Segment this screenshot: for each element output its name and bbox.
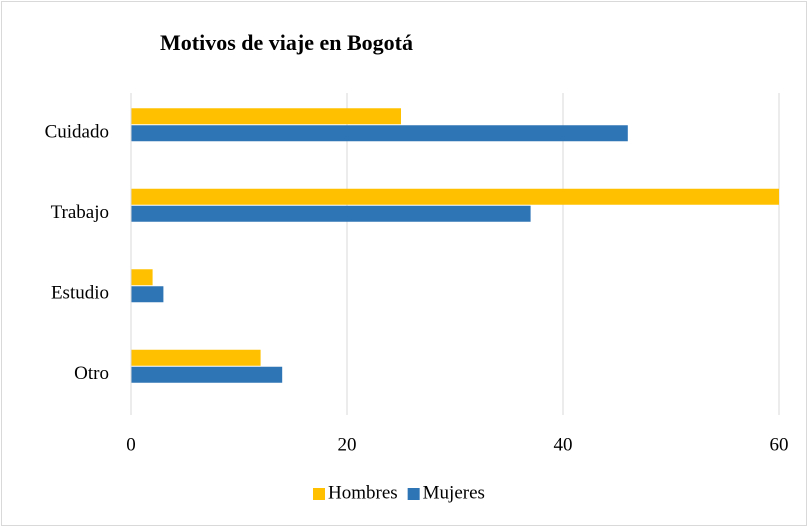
y-tick-label: Otro bbox=[74, 363, 109, 384]
bar bbox=[131, 269, 153, 286]
y-tick-label: Cuidado bbox=[45, 122, 109, 143]
legend-swatch bbox=[407, 488, 420, 500]
bar bbox=[131, 108, 401, 125]
bar bbox=[131, 349, 261, 366]
x-tick-label: 60 bbox=[770, 434, 789, 455]
legend-label: Hombres bbox=[328, 482, 398, 503]
bar bbox=[131, 188, 779, 205]
legend-label: Mujeres bbox=[423, 482, 485, 503]
bar bbox=[131, 286, 164, 303]
bar bbox=[131, 125, 628, 142]
y-tick-label: Estudio bbox=[51, 283, 109, 304]
legend-swatch bbox=[313, 488, 325, 500]
x-tick-label: 40 bbox=[554, 434, 573, 455]
bar bbox=[131, 366, 283, 383]
bar bbox=[131, 205, 531, 222]
x-tick-label: 20 bbox=[338, 434, 357, 455]
y-tick-label: Trabajo bbox=[51, 202, 109, 223]
chart-title: Motivos de viaje en Bogotá bbox=[160, 30, 413, 55]
x-tick-label: 0 bbox=[126, 434, 136, 455]
